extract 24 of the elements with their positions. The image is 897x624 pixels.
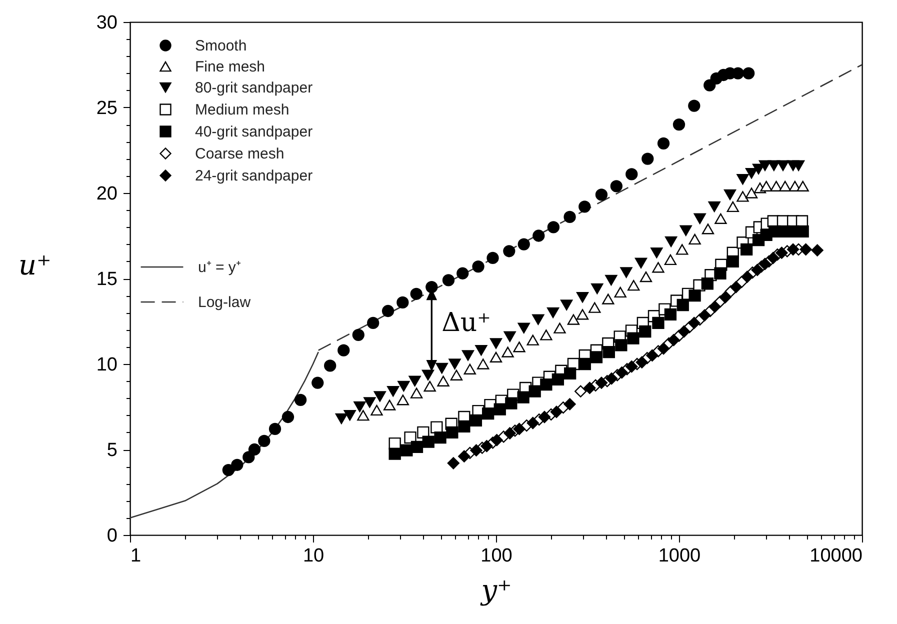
legend-label: Fine mesh (195, 58, 266, 76)
y-tick-label: 30 (96, 12, 118, 34)
x-axis-title: y⁺ (479, 574, 512, 606)
x-tick-label: 10000 (810, 546, 862, 566)
x-tick-label: 1 (130, 546, 142, 566)
y-tick-label: 10 (96, 354, 118, 376)
legend-label: 40-grit sandpaper (195, 124, 313, 140)
x-tick-label: 10 (302, 546, 324, 566)
x-tick-label: 1000 (658, 546, 701, 566)
y-tick-label: 25 (96, 98, 118, 119)
legend-label: 80-grit sandpaper (195, 80, 313, 96)
y-tick-label: 15 (96, 269, 118, 290)
y-tick-label: 20 (96, 184, 118, 204)
legend-label: u⁺ = y⁺ (198, 259, 241, 276)
y-axis-title: u⁺ (18, 248, 52, 282)
annotation: Δu⁺ (442, 308, 491, 338)
legend-label: Medium mesh (195, 102, 290, 118)
y-tick-label: 5 (106, 440, 118, 461)
legend-label: 24-grit sandpaper (195, 168, 313, 184)
x-tick-label: 100 (480, 546, 512, 566)
y-tick-label: 0 (106, 526, 118, 546)
legend-label: Log-law (198, 294, 251, 311)
legend-label: Coarse mesh (195, 146, 284, 162)
legend-label: Smooth (195, 38, 247, 54)
